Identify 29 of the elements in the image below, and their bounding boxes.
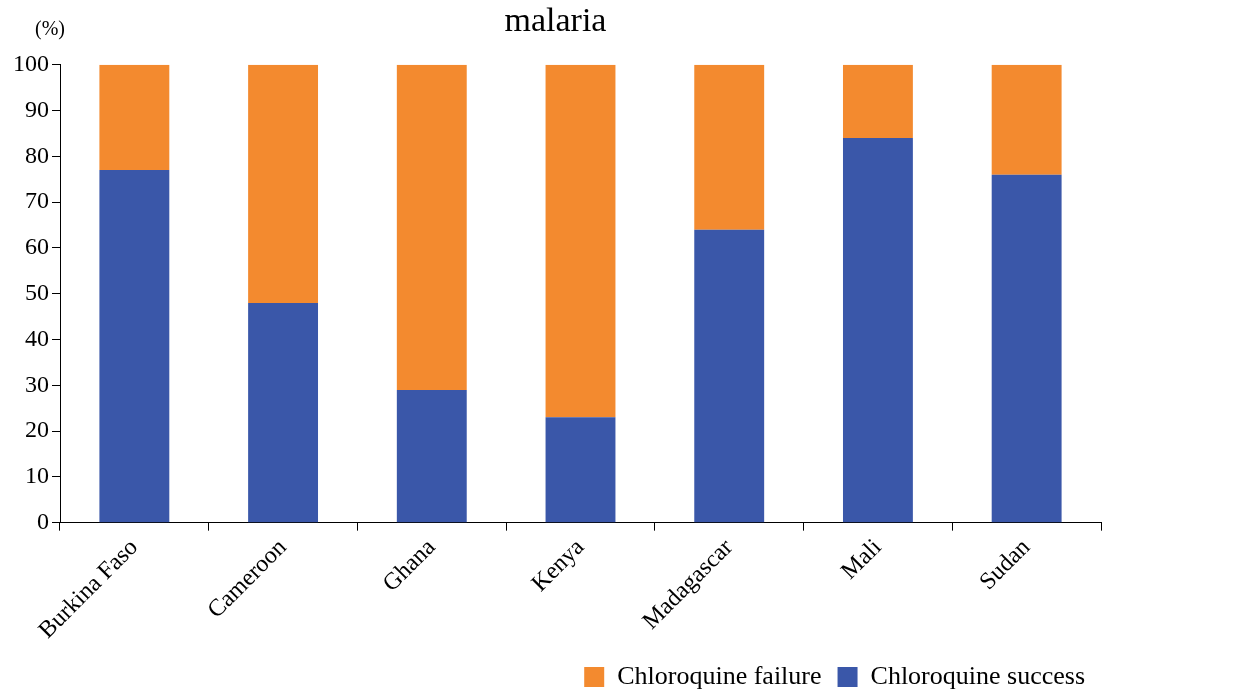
y-axis-title: (%)	[35, 17, 65, 41]
bar	[396, 64, 467, 390]
bar	[842, 64, 913, 139]
bar	[396, 389, 467, 523]
y-tick-label: 100	[13, 50, 49, 77]
bar	[694, 229, 765, 523]
y-tick-label: 10	[25, 462, 49, 489]
bar	[99, 64, 170, 171]
bar	[545, 417, 616, 523]
legend-label: Chloroquine failure	[617, 660, 822, 690]
y-tick-label: 0	[37, 507, 49, 534]
y-tick-label: 20	[25, 416, 49, 443]
y-tick-label: 60	[25, 233, 49, 260]
y-tick-label: 40	[25, 324, 49, 351]
bar	[248, 64, 319, 303]
y-tick-label: 70	[25, 187, 49, 214]
bar	[991, 64, 1062, 175]
bar	[545, 64, 616, 418]
bar	[248, 302, 319, 523]
y-tick-label: 50	[25, 279, 49, 306]
bar	[991, 174, 1062, 523]
legend-label: Chloroquine success	[870, 660, 1086, 690]
y-tick-label: 80	[25, 141, 49, 168]
bar	[99, 170, 170, 523]
bar	[842, 138, 913, 523]
chart-title: malaria	[504, 1, 607, 39]
bar	[694, 64, 765, 230]
y-tick-label: 90	[25, 95, 49, 122]
y-tick-label: 30	[25, 370, 49, 397]
